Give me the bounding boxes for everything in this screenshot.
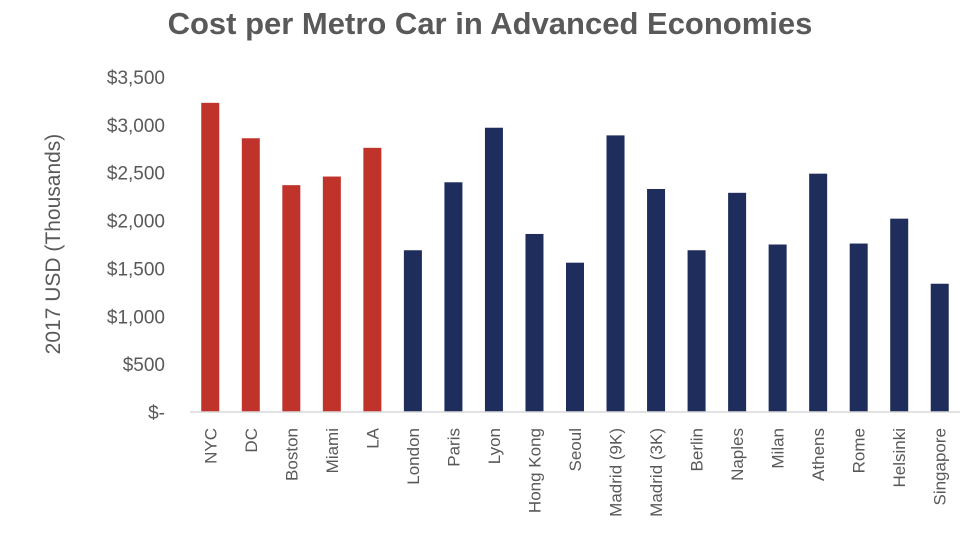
- bar: [768, 244, 787, 412]
- bar: [403, 250, 422, 412]
- x-tick-label: Seoul: [566, 428, 585, 471]
- y-tick-label: $1,000: [107, 307, 165, 328]
- x-tick-label: London: [404, 428, 423, 485]
- x-tick-label: LA: [363, 427, 382, 448]
- bar: [849, 243, 868, 412]
- x-tick-label: Berlin: [688, 428, 707, 471]
- x-tick-label: Madrid (3K): [647, 428, 666, 517]
- x-tick-label: DC: [242, 428, 261, 453]
- x-tick-label: NYC: [201, 428, 220, 464]
- y-tick-label: $2,500: [107, 164, 165, 185]
- chart-title: Cost per Metro Car in Advanced Economies: [168, 6, 813, 41]
- x-tick-label: Naples: [728, 428, 747, 481]
- y-tick-label: $500: [123, 355, 165, 376]
- x-tick-label: Boston: [282, 428, 301, 481]
- bar: [484, 127, 503, 412]
- x-tick-label: Rome: [850, 428, 869, 473]
- bar: [363, 147, 382, 413]
- y-tick-label: $-: [148, 403, 165, 424]
- x-tick-label: Athens: [809, 428, 828, 481]
- bar: [322, 176, 341, 412]
- x-tick-label: Hong Kong: [525, 428, 544, 513]
- x-tick-label: Madrid (9K): [607, 428, 626, 517]
- bar: [930, 283, 949, 412]
- bar: [687, 250, 706, 412]
- bar: [890, 218, 909, 412]
- bar: [647, 188, 666, 412]
- x-axis-ticks: NYC DC Boston Miami LA London Paris Lyon Hong Ko…: [201, 427, 949, 516]
- bar: [566, 262, 584, 412]
- x-tick-label: Miami: [323, 428, 342, 473]
- bar: [525, 233, 544, 412]
- x-tick-label: Milan: [769, 428, 788, 469]
- y-tick-label: $1,500: [107, 259, 165, 280]
- bar: [444, 182, 463, 412]
- y-axis-ticks: $- $500 $1,000 $1,500 $2,000 $2,500 $3,000 $3,5…: [107, 68, 165, 424]
- y-tick-label: $2,000: [107, 212, 165, 233]
- bar: [241, 138, 260, 412]
- x-tick-label: Singapore: [931, 428, 950, 506]
- bars-group: [201, 102, 949, 413]
- bar: [606, 135, 625, 412]
- x-tick-label: Paris: [444, 428, 463, 467]
- bar: [728, 192, 747, 412]
- y-axis-label: 2017 USD (Thousands): [42, 134, 65, 355]
- x-tick-label: Lyon: [485, 428, 504, 464]
- y-tick-label: $3,000: [107, 116, 165, 137]
- bar: [809, 173, 828, 412]
- x-tick-label: Helsinki: [890, 428, 909, 488]
- y-tick-label: $3,500: [107, 68, 165, 89]
- bar: [201, 102, 220, 412]
- bar: [282, 185, 301, 412]
